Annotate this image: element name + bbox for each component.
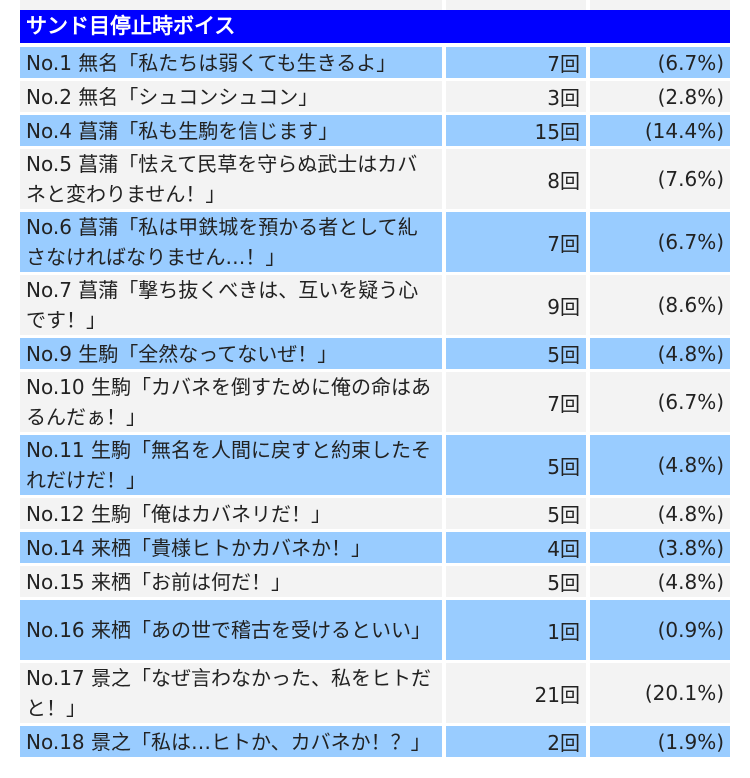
voice-label: No.7 菖蒲「撃ち抜くべきは、互いを疑う心です！」 [20, 275, 442, 335]
voice-label: No.9 生駒「全然なってないぜ！」 [20, 338, 442, 369]
table-row: No.16 来栖「あの世で稽古を受けるといい」 1回 (0.9%) [20, 600, 730, 660]
voice-percentage: (7.6%) [586, 149, 730, 209]
voice-label: No.10 生駒「カバネを倒すために俺の命はあるんだぁ！」 [20, 372, 442, 432]
voice-percentage: (6.7%) [586, 372, 730, 432]
voice-count: 2回 [442, 726, 586, 757]
voice-label: No.11 生駒「無名を人間に戻すと約束したそれだけだ！」 [20, 435, 442, 495]
voice-percentage: (3.8%) [586, 532, 730, 563]
previous-row-cell [20, 0, 442, 10]
voice-label: No.12 生駒「俺はカバネリだ！」 [20, 498, 442, 529]
voice-percentage: (4.8%) [586, 435, 730, 495]
voice-percentage: (6.7%) [586, 47, 730, 78]
voice-label: No.5 菖蒲「怯えて民草を守らぬ武士はカバネと変わりません！」 [20, 149, 442, 209]
voice-percentage: (1.9%) [586, 726, 730, 757]
voice-label: No.14 来栖「貴様ヒトかカバネか！」 [20, 532, 442, 563]
voice-label: No.2 無名「シュコンシュコン」 [20, 81, 442, 112]
table-row: No.2 無名「シュコンシュコン」 3回 (2.8%) [20, 81, 730, 112]
previous-row-cell [446, 0, 586, 10]
voice-count: 5回 [442, 435, 586, 495]
voice-percentage: (8.6%) [586, 275, 730, 335]
table-row: No.1 無名「私たちは弱くても生きるよ」 7回 (6.7%) [20, 47, 730, 78]
table-row: No.7 菖蒲「撃ち抜くべきは、互いを疑う心です！」 9回 (8.6%) [20, 275, 730, 335]
table-row: No.17 景之「なぜ言わなかった、私をヒトだと！」 21回 (20.1%) [20, 663, 730, 723]
previous-row-fragment [0, 0, 750, 10]
voice-table-body: No.1 無名「私たちは弱くても生きるよ」 7回 (6.7%) No.2 無名「シュコ… [20, 47, 730, 757]
table-row: No.10 生駒「カバネを倒すために俺の命はあるんだぁ！」 7回 (6.7%) [20, 372, 730, 432]
voice-label: No.6 菖蒲「私は甲鉄城を預かる者として糺さなければなりません…！」 [20, 212, 442, 272]
voice-count: 5回 [442, 566, 586, 597]
table-row: No.5 菖蒲「怯えて民草を守らぬ武士はカバネと変わりません！」 8回 (7.6%) [20, 149, 730, 209]
voice-count: 4回 [442, 532, 586, 563]
voice-count: 5回 [442, 338, 586, 369]
voice-percentage: (14.4%) [586, 115, 730, 146]
voice-percentage: (6.7%) [586, 212, 730, 272]
voice-percentage: (4.8%) [586, 498, 730, 529]
table-row: No.14 来栖「貴様ヒトかカバネか！」 4回 (3.8%) [20, 532, 730, 563]
voice-percentage: (2.8%) [586, 81, 730, 112]
voice-count: 7回 [442, 47, 586, 78]
voice-label: No.17 景之「なぜ言わなかった、私をヒトだと！」 [20, 663, 442, 723]
voice-label: No.15 来栖「お前は何だ！」 [20, 566, 442, 597]
voice-label: No.1 無名「私たちは弱くても生きるよ」 [20, 47, 442, 78]
voice-count: 7回 [442, 372, 586, 432]
voice-count: 3回 [442, 81, 586, 112]
table-row: No.18 景之「私は…ヒトか、カバネか！？」 2回 (1.9%) [20, 726, 730, 757]
voice-label: No.16 来栖「あの世で稽古を受けるといい」 [20, 600, 442, 660]
previous-row-cell [590, 0, 730, 10]
voice-count: 9回 [442, 275, 586, 335]
voice-count: 8回 [442, 149, 586, 209]
table-row: No.11 生駒「無名を人間に戻すと約束したそれだけだ！」 5回 (4.8%) [20, 435, 730, 495]
voice-count: 7回 [442, 212, 586, 272]
voice-label: No.18 景之「私は…ヒトか、カバネか！？」 [20, 726, 442, 757]
section-header: サンド目停止時ボイス [20, 10, 730, 43]
voice-percentage: (0.9%) [586, 600, 730, 660]
table-row: No.6 菖蒲「私は甲鉄城を預かる者として糺さなければなりません…！」 7回 (6.… [20, 212, 730, 272]
voice-table: No.1 無名「私たちは弱くても生きるよ」 7回 (6.7%) No.2 無名「シュコ… [20, 44, 730, 760]
table-row: No.9 生駒「全然なってないぜ！」 5回 (4.8%) [20, 338, 730, 369]
voice-count: 1回 [442, 600, 586, 660]
voice-count: 21回 [442, 663, 586, 723]
table-row: No.12 生駒「俺はカバネリだ！」 5回 (4.8%) [20, 498, 730, 529]
table-row: No.15 来栖「お前は何だ！」 5回 (4.8%) [20, 566, 730, 597]
voice-count: 15回 [442, 115, 586, 146]
voice-label: No.4 菖蒲「私も生駒を信じます」 [20, 115, 442, 146]
voice-count: 5回 [442, 498, 586, 529]
voice-percentage: (4.8%) [586, 566, 730, 597]
voice-percentage: (20.1%) [586, 663, 730, 723]
table-row: No.4 菖蒲「私も生駒を信じます」 15回 (14.4%) [20, 115, 730, 146]
voice-percentage: (4.8%) [586, 338, 730, 369]
